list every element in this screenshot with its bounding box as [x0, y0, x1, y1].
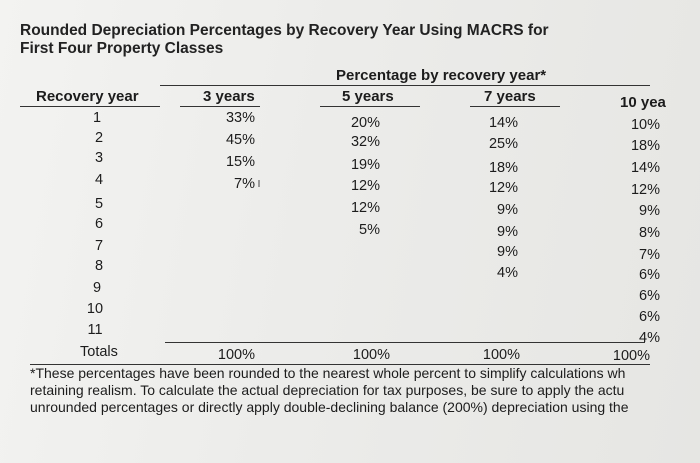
cell-year-11-10-years: 4% [639, 330, 660, 346]
title-line-1: Rounded Depreciation Percentages by Reco… [20, 22, 549, 39]
col-header-5-years: 5 years [342, 88, 394, 105]
cell-year-8-10-years: 6% [639, 267, 660, 283]
cell-year-4-10-years: 12% [630, 182, 660, 198]
percentage-span-header: Percentage by recovery year* [336, 67, 547, 84]
cell-year-7-10-years: 7% [639, 247, 660, 263]
total-5-years: 100% [352, 347, 390, 363]
title-line-2: First Four Property Classes [20, 40, 224, 57]
recovery-year-2: 2 [94, 130, 104, 146]
cell-year-3-10-years: 14% [630, 160, 660, 176]
cell-year-9-10-years: 6% [639, 288, 660, 304]
pen-mark [258, 180, 260, 187]
footnote-rule [30, 364, 650, 365]
footnote: *These percentages have been rounded to … [30, 365, 650, 425]
span-header-rule [160, 85, 650, 86]
cell-year-2-7-years: 25% [488, 136, 518, 152]
cell-year-4-5-years: 12% [350, 178, 380, 194]
col-header-3-years: 3 years [203, 88, 255, 105]
cell-year-10-10-years: 6% [639, 309, 660, 325]
recovery-year-3: 3 [94, 150, 104, 166]
cell-year-1-10-years: 10% [630, 117, 660, 133]
footnote-line-2: retaining realism. To calculate the actu… [30, 382, 625, 398]
col-header-recovery-year: Recovery year [36, 88, 139, 105]
col7-header-rule [470, 106, 560, 107]
recovery-year-9: 9 [92, 280, 102, 296]
cell-year-5-7-years: 9% [497, 202, 518, 218]
cell-year-5-5-years: 12% [350, 200, 380, 216]
cell-year-4-3-years: 7% [234, 176, 255, 192]
table-title: Rounded Depreciation Percentages by Reco… [20, 22, 580, 58]
cell-year-2-10-years: 18% [630, 138, 660, 154]
col-header-10-years: 10 yea [620, 94, 666, 111]
cell-year-8-7-years: 4% [497, 265, 518, 281]
cell-year-4-7-years: 12% [488, 180, 518, 196]
recovery-year-4: 4 [94, 172, 104, 188]
recovery-year-5: 5 [94, 196, 104, 212]
cell-year-6-10-years: 8% [639, 225, 660, 241]
totals-rule [165, 342, 645, 343]
recovery-year-11: 11 [87, 322, 103, 338]
total-10-years: 100% [612, 348, 650, 364]
cell-year-3-5-years: 19% [350, 157, 380, 173]
recovery-year-7: 7 [94, 238, 104, 254]
total-7-years: 100% [482, 347, 520, 363]
col5-header-rule [320, 106, 420, 107]
totals-label: Totals [80, 344, 118, 360]
cell-year-1-5-years: 20% [350, 115, 380, 131]
recovery-year-8: 8 [94, 258, 104, 274]
cell-year-7-7-years: 9% [497, 244, 518, 260]
cell-year-3-7-years: 18% [488, 160, 518, 176]
col3-header-rule [180, 106, 260, 107]
cell-year-3-3-years: 15% [225, 154, 255, 170]
cell-year-6-5-years: 5% [359, 222, 380, 238]
cell-year-2-5-years: 32% [350, 134, 380, 150]
cell-year-6-7-years: 9% [497, 224, 518, 240]
recovery-year-1: 1 [92, 110, 102, 126]
footnote-line-1: *These percentages have been rounded to … [30, 365, 626, 381]
recovery-year-10: 10 [86, 301, 104, 317]
recovery-year-header-rule [20, 106, 160, 107]
col-header-7-years: 7 years [484, 88, 536, 105]
cell-year-5-10-years: 9% [639, 203, 660, 219]
total-3-years: 100% [217, 347, 255, 363]
cell-year-1-3-years: 33% [225, 110, 255, 126]
footnote-line-3: unrounded percentages or directly apply … [30, 399, 629, 415]
cell-year-1-7-years: 14% [488, 115, 518, 131]
recovery-year-6: 6 [94, 216, 104, 232]
cell-year-2-3-years: 45% [225, 132, 255, 148]
